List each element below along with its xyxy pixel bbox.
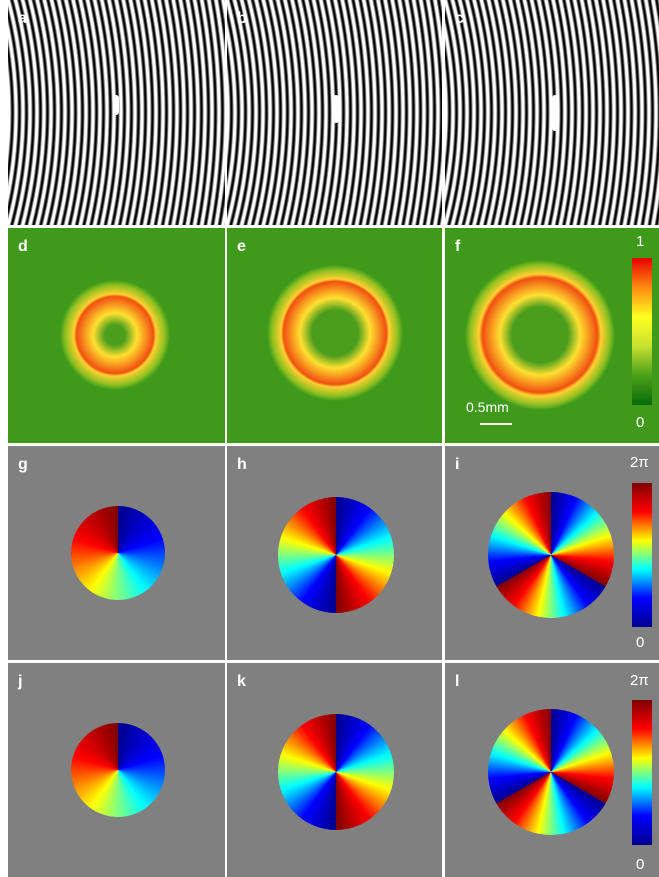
panel-label: d: [18, 238, 28, 256]
scale-bar: [480, 423, 512, 425]
panel: j: [8, 663, 225, 877]
phase-disk: [278, 714, 394, 830]
panel: k: [227, 663, 442, 877]
fringe-fork: [333, 95, 339, 123]
panel-label: a: [18, 10, 27, 28]
panel: d: [8, 228, 225, 443]
panel: b: [227, 0, 442, 225]
phase-disk: [71, 723, 165, 817]
panel-label: e: [237, 238, 246, 256]
panel: e: [227, 228, 442, 443]
intensity-ring: [267, 265, 403, 401]
scale-bar-label: 0.5mm: [466, 399, 509, 415]
phase-disk: [278, 497, 394, 613]
panel: i: [445, 446, 659, 660]
panel: l: [445, 663, 659, 877]
panel-label: h: [237, 456, 247, 474]
panel-label: i: [455, 456, 459, 474]
panel-label: b: [237, 10, 247, 28]
colorbar-max: 2π: [630, 672, 649, 689]
phase-disk: [488, 492, 614, 618]
intensity-ring: [60, 280, 170, 390]
panel-label: c: [455, 10, 464, 28]
figure: a b c d e f g h i j k l 1 0 2π 0 2π 0 0.5mm: [0, 0, 659, 877]
panel-label: f: [455, 238, 460, 256]
colorbar-min: 0: [636, 856, 644, 873]
colorbar-max: 2π: [630, 454, 649, 471]
panel-label: g: [18, 456, 28, 474]
colorbar-max: 1: [636, 233, 644, 250]
panel-label: l: [455, 673, 459, 691]
colorbar-min: 0: [636, 414, 644, 431]
panel-label: j: [18, 673, 22, 691]
phase-disk: [488, 709, 614, 835]
panel: g: [8, 446, 225, 660]
panel: c: [445, 0, 659, 225]
panel: a: [8, 0, 225, 225]
colorbar-amplitude: [632, 258, 652, 405]
intensity-ring: [465, 260, 615, 410]
fringe-fork: [552, 95, 558, 131]
colorbar-phase: [632, 700, 652, 845]
colorbar-min: 0: [636, 634, 644, 651]
panel-label: k: [237, 673, 246, 691]
colorbar-phase: [632, 483, 652, 627]
panel: h: [227, 446, 442, 660]
phase-disk: [71, 506, 165, 600]
fringe-fork: [113, 95, 119, 115]
